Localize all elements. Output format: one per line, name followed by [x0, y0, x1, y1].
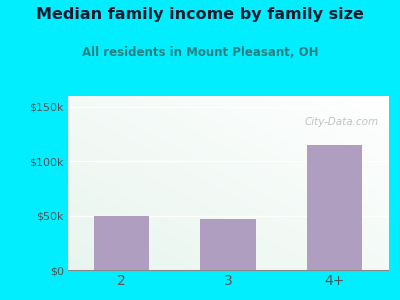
Bar [307, 145, 362, 270]
Text: City-Data.com: City-Data.com [304, 117, 378, 127]
Bar [94, 216, 149, 270]
Bar [200, 219, 256, 270]
Text: Median family income by family size: Median family income by family size [36, 8, 364, 22]
Text: All residents in Mount Pleasant, OH: All residents in Mount Pleasant, OH [82, 46, 318, 59]
